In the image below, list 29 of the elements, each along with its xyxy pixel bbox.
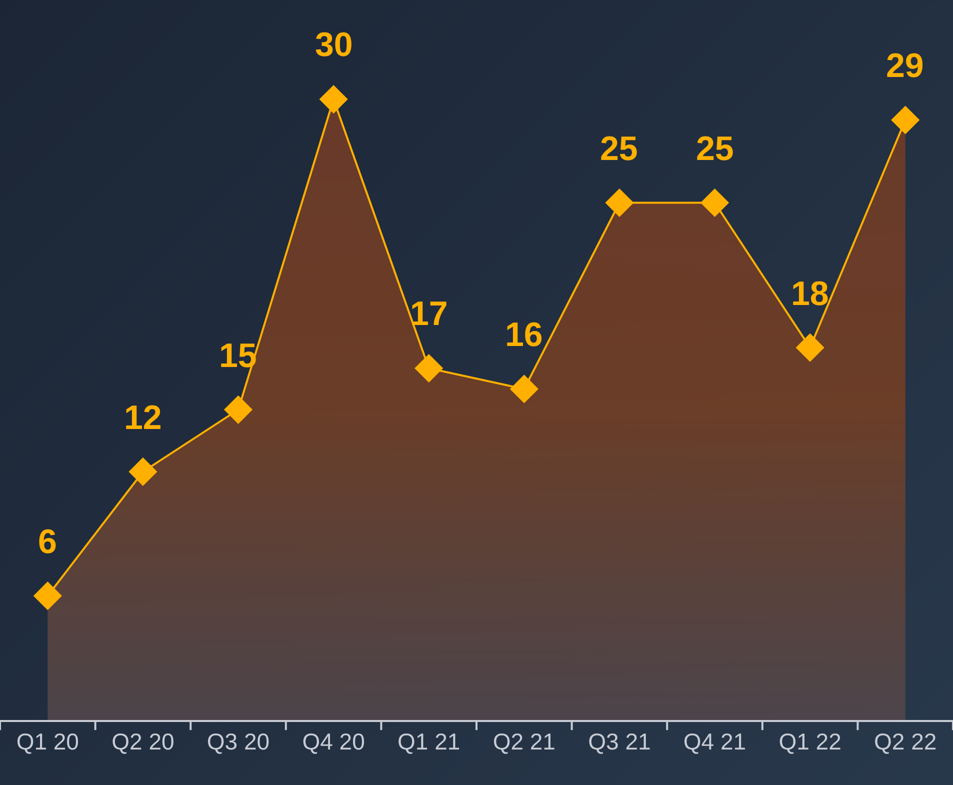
x-tick-label: Q4 21 xyxy=(683,728,746,755)
data-label: 29 xyxy=(886,47,924,85)
data-label: 30 xyxy=(315,26,353,64)
point xyxy=(796,333,824,362)
data-label: 17 xyxy=(410,295,448,333)
point xyxy=(319,85,348,114)
point xyxy=(33,582,62,610)
x-tick-label: Q1 21 xyxy=(398,728,460,755)
data-label: 25 xyxy=(696,130,734,168)
x-tick-label: Q3 21 xyxy=(588,728,651,755)
data-label: 6 xyxy=(38,523,57,561)
point xyxy=(224,395,253,424)
x-tick-label: Q3 20 xyxy=(206,728,270,755)
data-label: 25 xyxy=(600,130,638,168)
x-tick-label: Q4 20 xyxy=(302,728,365,755)
point xyxy=(128,457,158,486)
point xyxy=(891,106,920,134)
x-tick-label: Q2 22 xyxy=(874,728,937,755)
point xyxy=(700,188,730,218)
point xyxy=(414,354,444,383)
x-tick-label: Q1 20 xyxy=(16,728,79,755)
data-label: 16 xyxy=(505,316,543,354)
x-tick-label: Q1 22 xyxy=(778,728,842,755)
point xyxy=(510,374,538,404)
x-tick-label: Q2 20 xyxy=(112,728,174,755)
data-label: 18 xyxy=(791,275,829,313)
x-tick-label: Q2 21 xyxy=(492,728,556,755)
data-label: 12 xyxy=(124,399,162,437)
point xyxy=(605,188,634,218)
